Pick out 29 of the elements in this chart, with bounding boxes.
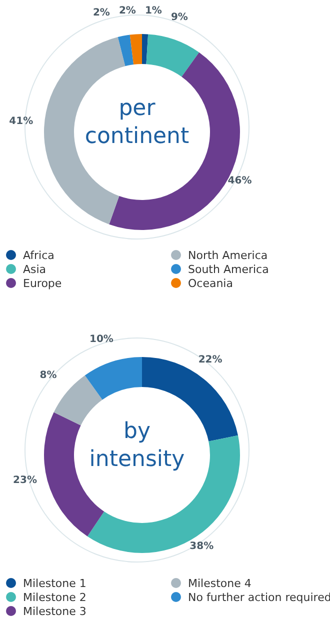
text: by intensity	[88, 418, 186, 474]
data-label: 41%	[9, 116, 34, 128]
legend-label: Milestone 4	[188, 576, 252, 590]
data-label: 38%	[190, 540, 214, 552]
data-label: 1%	[144, 6, 162, 17]
legend-label: Milestone 1	[23, 576, 86, 590]
donut-slice	[146, 34, 200, 77]
legend-label: No further action required	[188, 590, 330, 604]
data-label: 2%	[118, 6, 136, 17]
data-label: 46%	[228, 175, 252, 186]
legend-label: Asia	[23, 262, 46, 276]
donut-slice	[118, 34, 134, 66]
legend-label: North America	[188, 248, 268, 262]
legend-label: Oceania	[188, 276, 233, 290]
legend-label: Milestone 3	[23, 604, 86, 618]
legend-label: Europe	[23, 276, 62, 290]
data-label: 23%	[13, 474, 37, 486]
donut-slice	[130, 34, 142, 65]
donut-slice	[142, 34, 148, 64]
legend-label: Africa	[23, 248, 54, 262]
data-label: 2%	[92, 8, 110, 19]
data-label: 8%	[40, 370, 57, 381]
data-label: 9%	[170, 12, 188, 24]
legend-label: Milestone 2	[23, 590, 86, 604]
legend-label: South America	[188, 262, 269, 276]
text: per continent	[84, 95, 190, 151]
data-label: 10%	[90, 334, 114, 346]
donut-slice	[84, 357, 142, 400]
data-label: 22%	[198, 354, 222, 366]
